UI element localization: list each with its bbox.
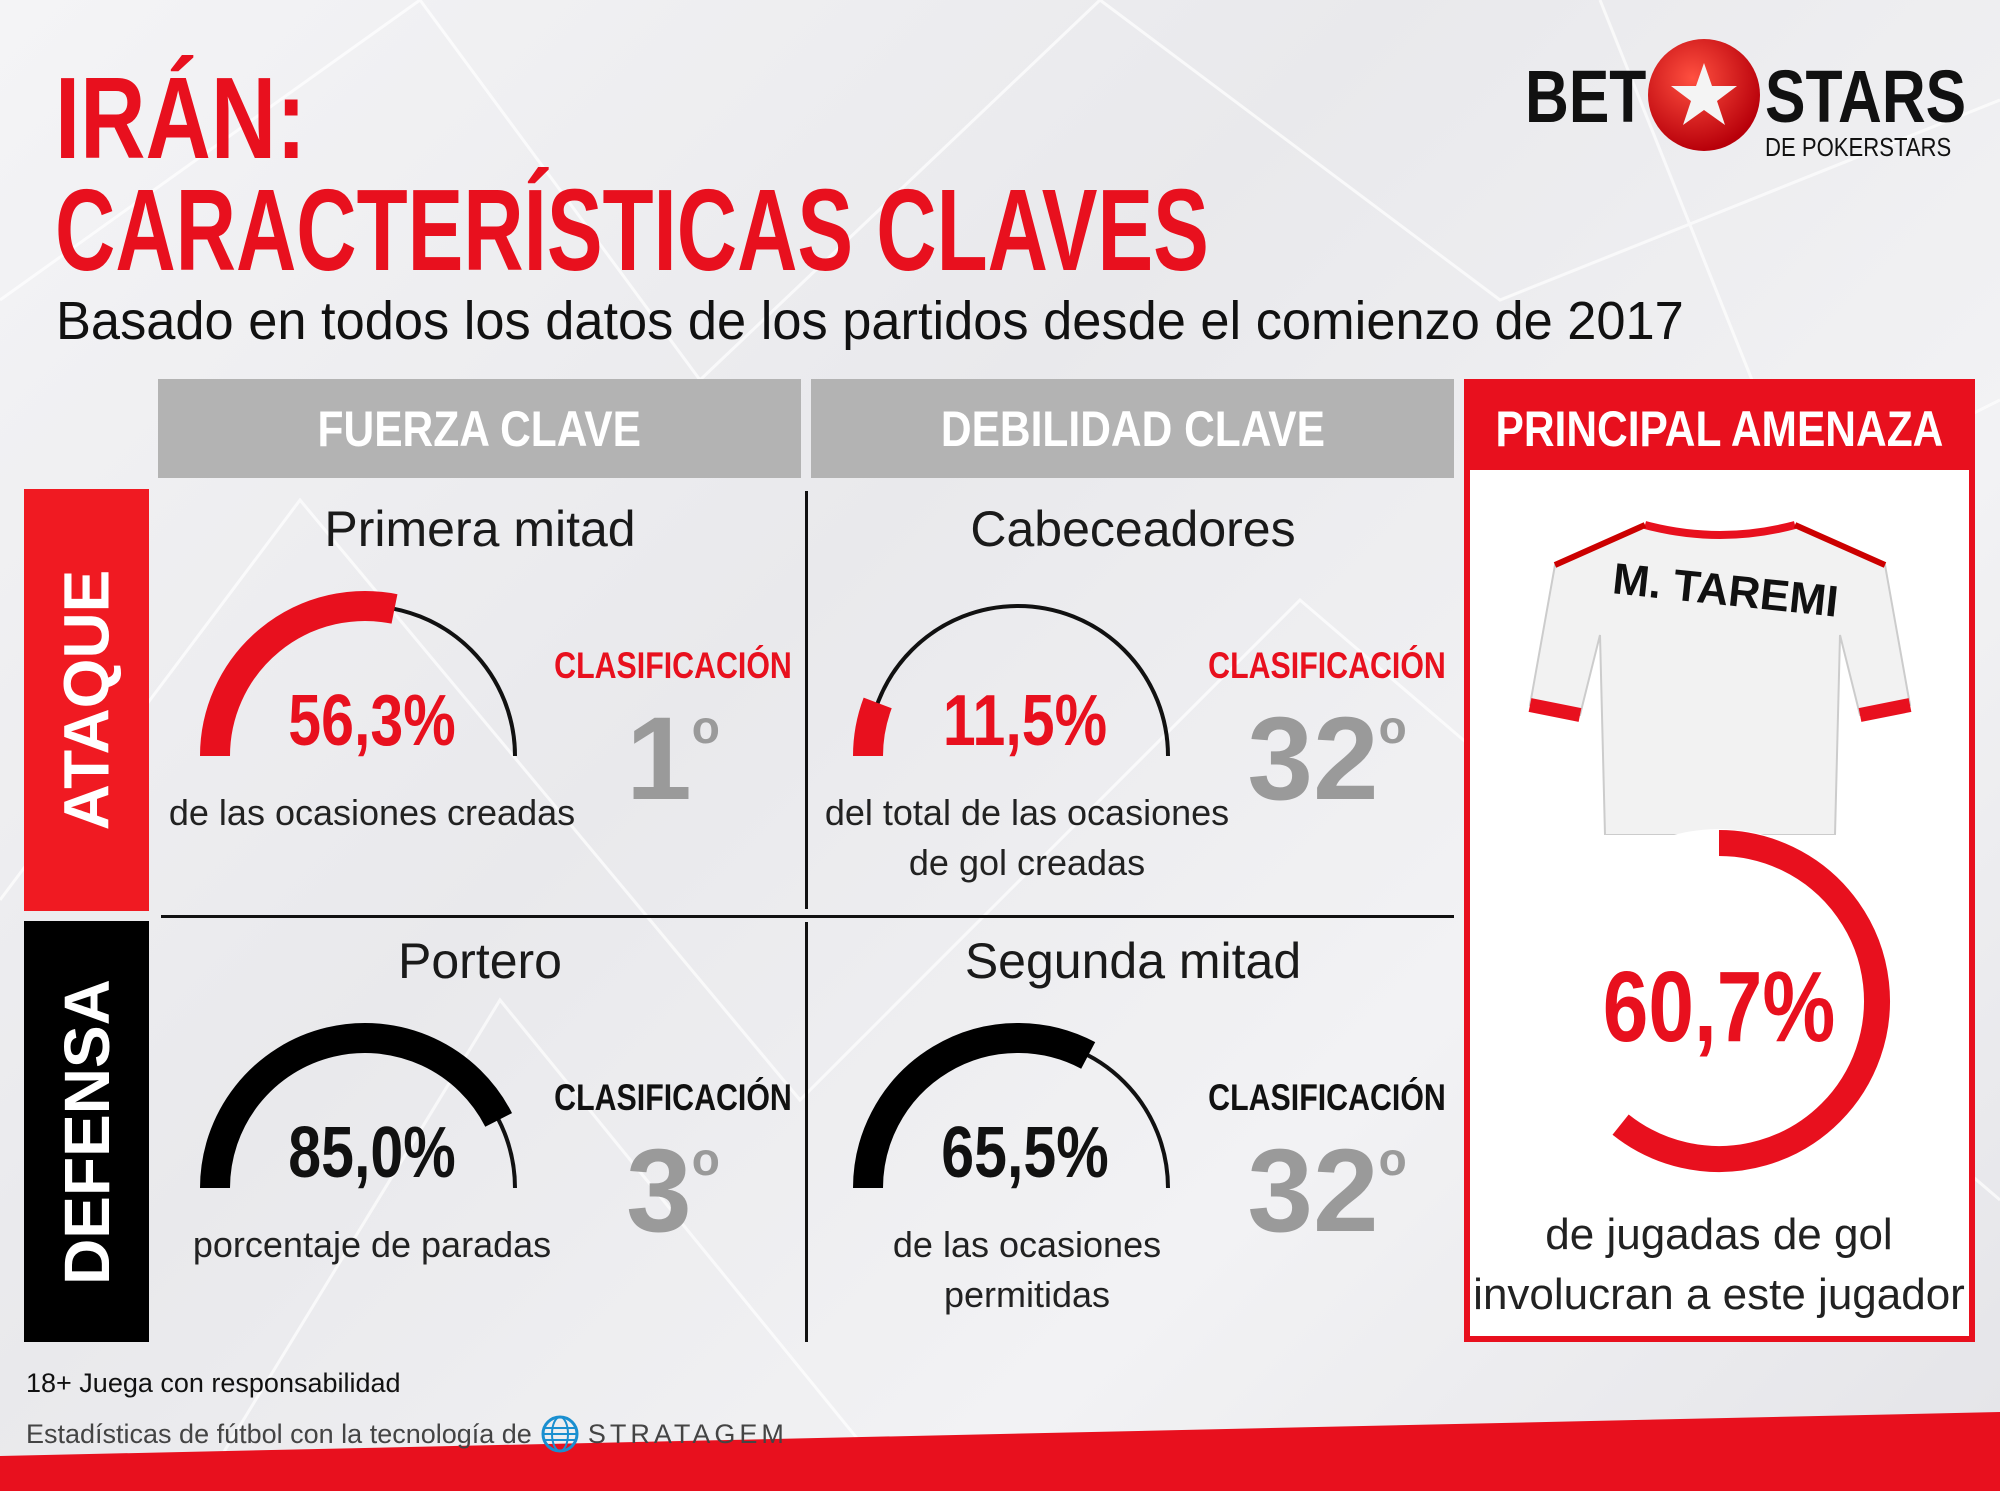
bottom-red-band — [0, 1412, 2000, 1491]
logo-bet: BET — [1525, 55, 1647, 138]
threat-desc: de jugadas de gol involucran a este juga… — [1473, 1205, 1965, 1325]
title-text: CARACTERÍSTICAS CLAVES — [55, 165, 1209, 295]
rank-label: CLASIFICACIÓN — [528, 1077, 818, 1119]
desc-line: del total de las ocasiones — [824, 792, 1230, 833]
rank-suffix: o — [691, 1133, 720, 1185]
donut-fill — [1612, 830, 1890, 1172]
gauge-track — [866, 604, 1170, 757]
page-title-line2: CARACTERÍSTICAS CLAVES — [55, 172, 1658, 288]
logo-sub-wrap: DE POKERSTARS — [1765, 132, 1984, 163]
threat-value: 60,7% — [1577, 950, 1861, 1065]
logo-stars-wrap: STARS — [1765, 60, 2000, 134]
rank-value: 32o — [1247, 700, 1406, 818]
cell-desc: de las ocasiones creadas — [169, 788, 575, 838]
desc-line: permitidas — [943, 1274, 1111, 1315]
divider — [805, 491, 808, 909]
desc-line: de gol creadas — [908, 842, 1146, 883]
rank-suffix: o — [1378, 1133, 1407, 1185]
powered-by: Estadísticas de fútbol con la tecnología… — [26, 1414, 788, 1454]
jersey-icon: M. TAREMI — [1528, 521, 1912, 835]
rank-label: CLASIFICACIÓN — [528, 645, 818, 687]
rank-label-text: CLASIFICACIÓN — [554, 645, 792, 686]
cell-value: 65,5% — [923, 1112, 1127, 1194]
header-text: PRINCIPAL AMENAZA — [1495, 400, 1944, 457]
rank-suffix: o — [1378, 701, 1407, 753]
divider — [805, 922, 808, 1342]
gauge-fill — [200, 591, 398, 757]
gauge-fill — [200, 1023, 513, 1189]
cell-value: 11,5% — [925, 680, 1125, 762]
cell-value: 85,0% — [270, 1112, 474, 1194]
rank-value: 32o — [1247, 1132, 1406, 1250]
cell-title: Cabeceadores — [970, 501, 1296, 557]
soccer-ball-star-icon — [1648, 39, 1760, 151]
logo-sub: DE POKERSTARS — [1765, 132, 1952, 162]
rank-number: 1 — [626, 693, 692, 825]
value-text: 56,3% — [288, 681, 456, 761]
desc-line: involucran a este jugador — [1473, 1270, 1965, 1319]
header-text: FUERZA CLAVE — [317, 400, 642, 457]
row-label-defense: DEFENSA — [24, 921, 149, 1342]
title-text: IRÁN: — [55, 53, 307, 183]
column-header-weakness: DEBILIDAD CLAVE — [811, 379, 1454, 478]
header-text: DEBILIDAD CLAVE — [940, 400, 1325, 457]
logo-stars: STARS — [1765, 55, 1967, 138]
rank-number: 32 — [1247, 693, 1379, 825]
cell-value: 56,3% — [270, 680, 474, 762]
rank-label: CLASIFICACIÓN — [1182, 1077, 1472, 1119]
stratagem-logo-text: STRATAGEM — [587, 1418, 788, 1449]
cell-title: Primera mitad — [324, 501, 636, 557]
betstars-logo: BET — [1525, 60, 1673, 134]
value-text: 11,5% — [942, 681, 1108, 761]
rank-label-text: CLASIFICACIÓN — [1208, 1077, 1446, 1118]
gauge-fill — [853, 1023, 1096, 1189]
column-header-strength: FUERZA CLAVE — [158, 379, 801, 478]
column-header-threat: PRINCIPAL AMENAZA — [1464, 379, 1975, 478]
value-text: 85,0% — [288, 1113, 456, 1193]
rank-label: CLASIFICACIÓN — [1182, 645, 1472, 687]
desc-line: de jugadas de gol — [1545, 1210, 1893, 1259]
rank-suffix: o — [691, 701, 720, 753]
cell-title: Portero — [398, 933, 562, 989]
rank-value: 3o — [626, 1132, 720, 1250]
desc-line: porcentaje de paradas — [192, 1224, 552, 1265]
cell-desc: del total de las ocasiones de gol creadas — [825, 788, 1229, 888]
rank-label-text: CLASIFICACIÓN — [1208, 645, 1446, 686]
stratagem-globe-icon — [541, 1415, 579, 1453]
cell-desc: porcentaje de paradas — [193, 1220, 551, 1270]
subtitle: Basado en todos los datos de los partido… — [56, 290, 1734, 352]
donut-background — [1547, 829, 1891, 1173]
desc-line: de las ocasiones — [892, 1224, 1162, 1265]
value-text: 65,5% — [941, 1113, 1109, 1193]
rank-label-text: CLASIFICACIÓN — [554, 1077, 792, 1118]
rank-value: 1o — [626, 700, 720, 818]
desc-line: de las ocasiones creadas — [168, 792, 576, 833]
row-label-attack: ATAQUE — [24, 489, 149, 911]
responsible-gambling-note: 18+ Juega con responsabilidad — [26, 1368, 401, 1398]
rank-number: 3 — [626, 1125, 692, 1257]
page-title-line1: IRÁN: — [55, 60, 377, 176]
cell-desc: de las ocasiones permitidas — [893, 1220, 1161, 1320]
rank-number: 32 — [1247, 1125, 1379, 1257]
divider — [161, 915, 1454, 918]
powered-text: Estadísticas de fútbol con la tecnología… — [26, 1418, 532, 1449]
subtitle-text: Basado en todos los datos de los partido… — [56, 291, 1684, 351]
value-text: 60,7% — [1602, 951, 1836, 1063]
cell-title: Segunda mitad — [964, 933, 1302, 989]
gauge-fill — [853, 697, 892, 757]
